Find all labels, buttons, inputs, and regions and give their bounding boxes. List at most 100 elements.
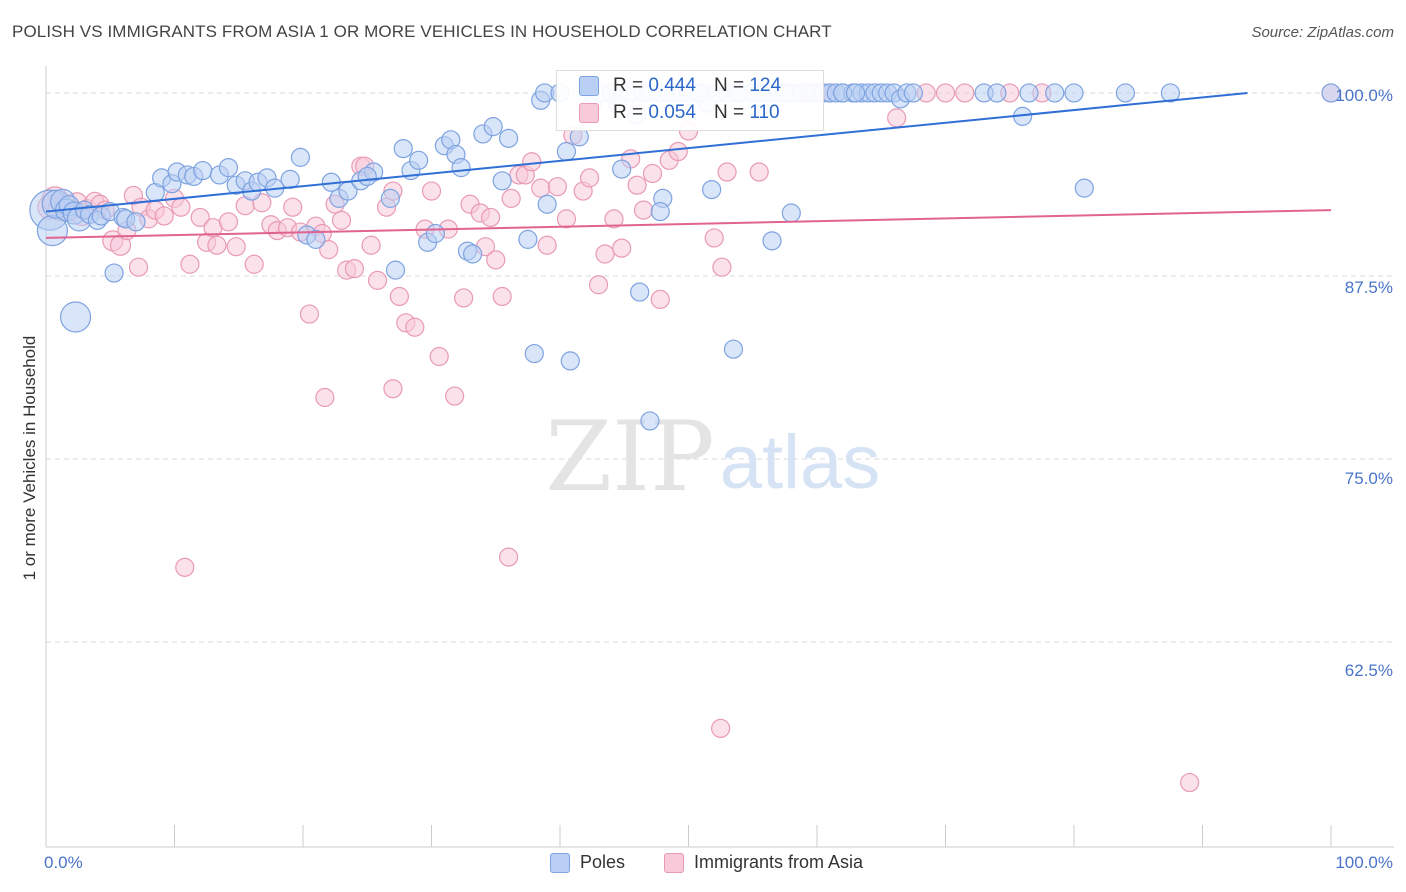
correlation-legend: R = 0.444 N = 124 R = 0.054 N = 110 — [556, 70, 824, 131]
data-point — [290, 147, 311, 167]
data-point — [537, 194, 557, 214]
y-tick-label: 75.0% — [1344, 469, 1393, 488]
data-point — [409, 150, 429, 170]
data-point — [547, 177, 568, 197]
y-axis-label: 1 or more Vehicles in Household — [20, 335, 39, 581]
data-point — [723, 339, 744, 359]
data-point — [421, 181, 442, 201]
data-point — [704, 228, 724, 248]
data-point — [935, 83, 956, 103]
asia-n-value: 110 — [749, 102, 780, 123]
data-point — [383, 379, 403, 399]
data-point — [445, 386, 465, 406]
data-point — [717, 162, 737, 182]
data-point — [193, 160, 213, 181]
data-point — [175, 557, 195, 577]
data-point — [712, 257, 732, 277]
legend-r-label: R = — [613, 75, 644, 96]
data-point — [1045, 83, 1065, 103]
y-tick-label: 100.0% — [1335, 86, 1393, 105]
data-point — [59, 301, 92, 333]
y-tick-label: 87.5% — [1344, 278, 1393, 297]
data-point — [501, 188, 521, 208]
data-point — [306, 229, 326, 249]
data-point — [315, 387, 335, 408]
data-point — [642, 163, 663, 184]
data-point — [344, 259, 364, 279]
y-tick-label: 62.5% — [1344, 661, 1393, 680]
data-point — [781, 203, 801, 223]
data-point — [633, 200, 654, 220]
data-point — [627, 175, 647, 195]
poles-legend-swatch — [550, 852, 570, 873]
watermark: ZIP atlas — [545, 401, 880, 513]
data-point — [612, 159, 632, 179]
data-point — [492, 171, 512, 191]
asia-legend-swatch — [664, 852, 684, 873]
legend-row-poles: R = 0.444 N = 124 — [579, 75, 781, 97]
watermark-atlas: atlas — [720, 420, 881, 505]
data-point — [207, 235, 227, 255]
data-point — [560, 351, 580, 371]
data-point — [180, 254, 200, 274]
chart-title: POLISH VS IMMIGRANTS FROM ASIA 1 OR MORE… — [12, 22, 832, 41]
data-point — [630, 282, 650, 302]
data-point — [1160, 83, 1180, 103]
data-point — [104, 263, 124, 283]
asia-r-value: 0.054 — [648, 102, 696, 123]
data-point — [357, 166, 377, 187]
data-point — [1074, 178, 1094, 198]
poles-legend-label: Poles — [580, 852, 626, 872]
data-point — [650, 289, 670, 310]
legend-n-label: N = — [713, 102, 745, 123]
data-point — [604, 209, 624, 229]
data-point — [702, 179, 722, 200]
data-point — [128, 257, 149, 277]
x-tick-label-max: 100.0% — [1335, 853, 1393, 872]
data-point — [588, 275, 609, 295]
data-point — [1064, 83, 1084, 103]
data-point — [522, 152, 542, 172]
data-point — [331, 210, 352, 230]
asia-trend-line — [45, 209, 1332, 239]
data-point — [483, 117, 503, 137]
data-point — [299, 304, 320, 324]
data-point — [280, 169, 300, 189]
data-point — [499, 547, 519, 567]
data-point — [389, 286, 409, 307]
data-point — [454, 288, 474, 308]
data-point — [499, 128, 519, 148]
data-point — [668, 141, 688, 162]
legend-r-label: R = — [613, 102, 644, 123]
source-label: Source: ZipAtlas.com — [1251, 24, 1394, 41]
data-point — [486, 250, 506, 270]
bottom-legend: Poles Immigrants from Asia — [0, 852, 1406, 878]
poles-n-value: 124 — [749, 75, 782, 96]
asia-swatch — [579, 103, 599, 123]
data-point — [531, 178, 551, 198]
data-point — [711, 718, 731, 739]
data-point — [537, 235, 557, 255]
data-point — [556, 209, 577, 229]
legend-item-poles[interactable]: Poles — [550, 852, 625, 873]
poles-r-value: 0.444 — [648, 75, 696, 96]
data-point — [319, 240, 339, 260]
data-point — [762, 231, 782, 251]
data-point — [749, 162, 769, 182]
data-point — [987, 83, 1007, 103]
legend-item-asia[interactable]: Immigrants from Asia — [664, 852, 863, 873]
data-point — [518, 229, 538, 249]
data-point — [405, 317, 425, 337]
data-point — [429, 346, 449, 367]
data-point — [1321, 83, 1341, 103]
data-point — [579, 168, 600, 188]
watermark-zip: ZIP — [545, 401, 714, 513]
trend-lines — [45, 91, 1332, 239]
data-point — [556, 141, 577, 162]
data-point — [955, 83, 975, 103]
data-point — [226, 237, 246, 257]
x-tick-label-min: 0.0% — [44, 853, 83, 872]
data-point — [903, 83, 923, 103]
data-point — [650, 201, 670, 222]
